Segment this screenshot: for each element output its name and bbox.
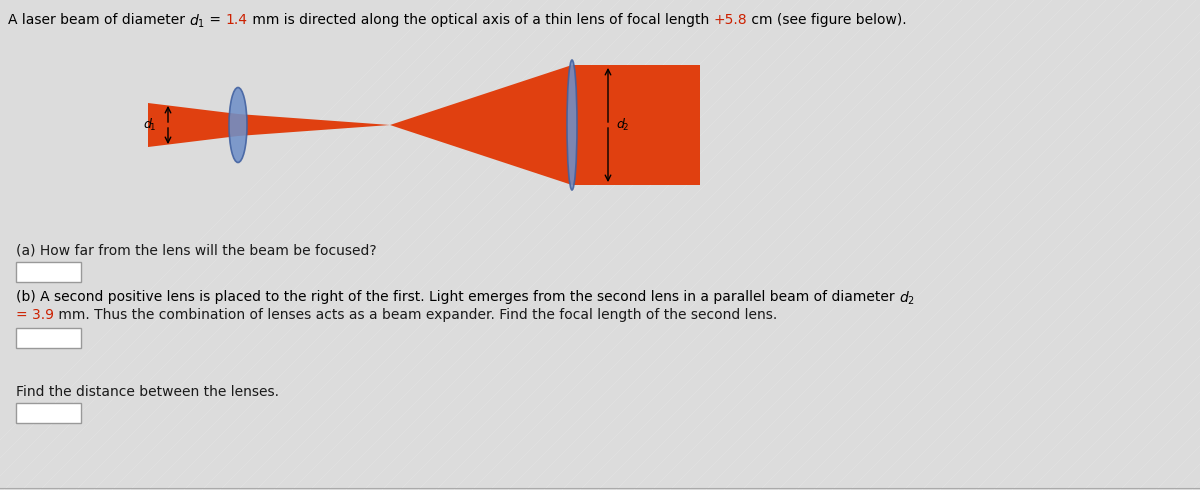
Text: (a) How far from the lens will the beam be focused?: (a) How far from the lens will the beam … — [16, 244, 377, 258]
Text: Find the distance between the lenses.: Find the distance between the lenses. — [16, 385, 278, 399]
Text: $d_{\!2}$: $d_{\!2}$ — [616, 117, 629, 133]
Ellipse shape — [229, 88, 247, 163]
Text: $d_2$: $d_2$ — [899, 290, 916, 307]
Text: $d_1$: $d_1$ — [190, 13, 205, 30]
Ellipse shape — [568, 60, 577, 190]
Text: mm. Thus the combination of lenses acts as a beam expander. Find the focal lengt: mm. Thus the combination of lenses acts … — [54, 308, 778, 322]
Polygon shape — [148, 65, 700, 185]
Bar — [16, 328, 82, 348]
Text: =: = — [205, 13, 226, 27]
Text: A laser beam of diameter: A laser beam of diameter — [8, 13, 190, 27]
Text: cm (see figure below).: cm (see figure below). — [748, 13, 907, 27]
Text: +5.8: +5.8 — [714, 13, 748, 27]
Text: = 3.9: = 3.9 — [16, 308, 54, 322]
Bar — [16, 403, 82, 423]
Text: (b) A second positive lens is placed to the right of the first. Light emerges fr: (b) A second positive lens is placed to … — [16, 290, 899, 304]
Text: 1.4: 1.4 — [226, 13, 248, 27]
Text: mm is directed along the optical axis of a thin lens of focal length: mm is directed along the optical axis of… — [248, 13, 714, 27]
Text: $d_{\!1}$: $d_{\!1}$ — [143, 117, 156, 133]
Bar — [16, 262, 82, 282]
